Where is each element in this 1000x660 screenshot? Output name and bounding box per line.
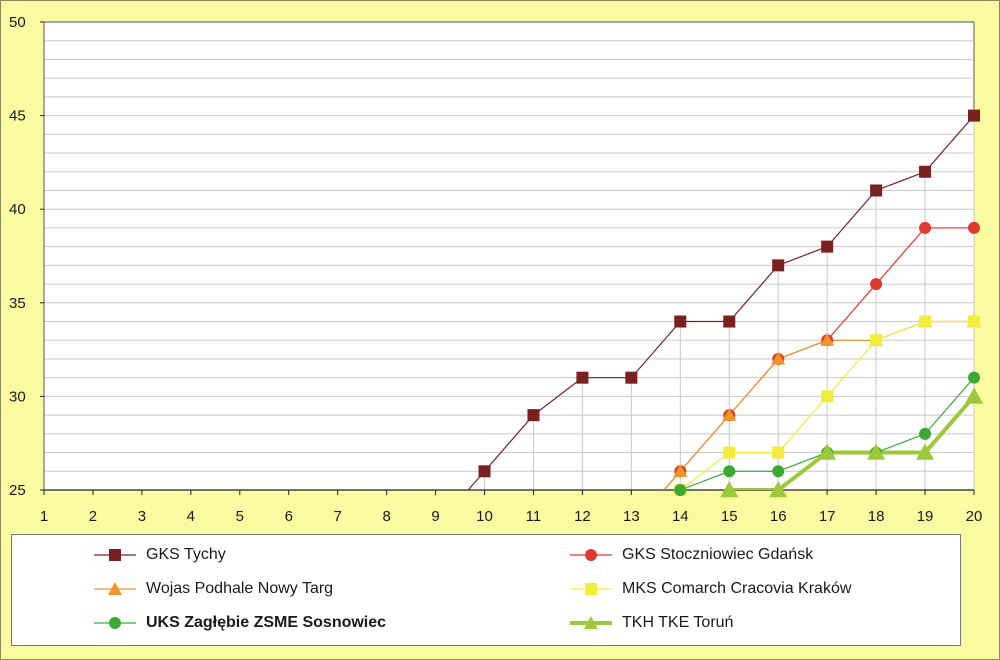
legend-swatch-square-icon	[570, 583, 612, 595]
marker-layer	[478, 109, 983, 498]
line-chart: 1 2 3 4 5 6 7 8 9 10 11 12 13 14 15 16 17 18 19 20253035404…	[9, 14, 983, 525]
data-point	[870, 184, 883, 197]
series-line-4	[679, 377, 974, 490]
data-point	[919, 427, 932, 440]
data-point	[919, 165, 932, 178]
x-tick-label: 16	[770, 508, 787, 525]
x-tick-label: 8	[382, 508, 390, 525]
x-tick-label: 18	[868, 508, 885, 525]
axes: 1 2 3 4 5 6 7 8 9 10 11 12 13 14 15 16 17 18 19 20253035404…	[9, 14, 982, 525]
legend-item-mks-comarch-cracovia: MKS Comarch Cracovia Kraków	[570, 577, 851, 601]
x-tick-label: 7	[334, 508, 342, 525]
data-point	[625, 371, 638, 384]
data-point	[968, 315, 980, 328]
data-point	[527, 409, 540, 422]
data-point	[723, 446, 736, 459]
data-point	[772, 465, 785, 478]
legend: GKS Tychy GKS Stoczniowiec Gdańsk Wojas …	[11, 534, 961, 646]
x-tick-label: 11	[526, 508, 542, 525]
y-tick-label: 30	[9, 388, 26, 405]
legend-swatch-circle-icon	[570, 549, 612, 561]
plot-area	[43, 21, 975, 491]
x-tick-label: 10	[476, 508, 493, 525]
legend-item-tkh-tke-torun: TKH TKE Toruń	[570, 611, 733, 635]
data-point	[870, 334, 883, 347]
data-point	[723, 465, 736, 478]
data-point	[870, 278, 883, 291]
data-point	[722, 408, 737, 421]
data-point	[867, 443, 886, 460]
x-tick-label: 9	[431, 508, 439, 525]
data-point	[769, 481, 788, 498]
data-point	[771, 351, 786, 365]
data-point	[919, 221, 932, 234]
legend-label: Wojas Podhale Nowy Targ	[146, 580, 334, 597]
y-tick-label: 50	[9, 14, 26, 31]
legend-swatch-square-icon	[94, 549, 136, 561]
data-point	[772, 259, 785, 272]
legend-label: MKS Comarch Cracovia Kraków	[622, 580, 852, 597]
data-point	[916, 443, 935, 460]
legend-swatch-triangle-icon	[570, 616, 612, 629]
data-point	[821, 390, 834, 403]
x-tick-label: 4	[187, 508, 195, 525]
legend-label: UKS Zagłębie ZSME Sosnowiec	[146, 614, 387, 631]
data-point	[674, 315, 687, 328]
series-line-0	[467, 115, 974, 490]
legend-label: GKS Tychy	[146, 546, 226, 563]
x-tick-label: 3	[138, 508, 146, 525]
x-tick-label: 2	[89, 508, 97, 525]
data-point	[919, 315, 932, 328]
gridlines	[44, 40, 975, 490]
legend-label: GKS Stoczniowiec Gdańsk	[622, 546, 814, 563]
data-point	[723, 315, 736, 328]
legend-item-uks-zaglebie: UKS Zagłębie ZSME Sosnowiec	[94, 611, 386, 635]
data-point	[818, 443, 837, 460]
data-point	[673, 464, 688, 477]
data-point	[576, 371, 589, 384]
data-point	[965, 387, 983, 404]
data-point	[720, 481, 739, 498]
y-tick-label: 45	[9, 108, 26, 125]
y-tick-label: 35	[9, 295, 26, 312]
data-point	[674, 484, 687, 496]
data-point	[820, 333, 835, 346]
x-tick-label: 12	[574, 508, 591, 525]
y-tick-label: 25	[9, 482, 26, 499]
data-point	[772, 446, 785, 459]
data-point	[968, 109, 980, 122]
legend-label: TKH TKE Toruń	[622, 614, 734, 631]
x-tick-label: 5	[236, 508, 244, 525]
x-tick-label: 17	[819, 508, 836, 525]
series-layer	[467, 115, 974, 490]
legend-swatch-circle-icon	[94, 617, 136, 629]
data-point	[968, 371, 980, 384]
legend-swatch-triangle-icon	[94, 582, 136, 595]
series-line-3	[679, 320, 974, 490]
x-tick-label: 14	[672, 508, 689, 525]
x-tick-label: 1	[40, 508, 48, 525]
y-tick-label: 40	[9, 201, 26, 218]
x-tick-label: 19	[917, 508, 934, 525]
data-point	[968, 221, 980, 234]
data-point	[821, 240, 834, 253]
x-tick-label: 13	[623, 508, 640, 525]
data-point	[478, 465, 491, 478]
x-tick-label: 20	[966, 508, 983, 525]
legend-item-wojas-podhale: Wojas Podhale Nowy Targ	[94, 577, 333, 601]
legend-item-gks-stoczniowiec-gdansk: GKS Stoczniowiec Gdańsk	[570, 543, 813, 567]
x-tick-label: 6	[285, 508, 293, 525]
x-tick-label: 15	[721, 508, 738, 525]
legend-item-gks-tychy: GKS Tychy	[94, 543, 226, 567]
